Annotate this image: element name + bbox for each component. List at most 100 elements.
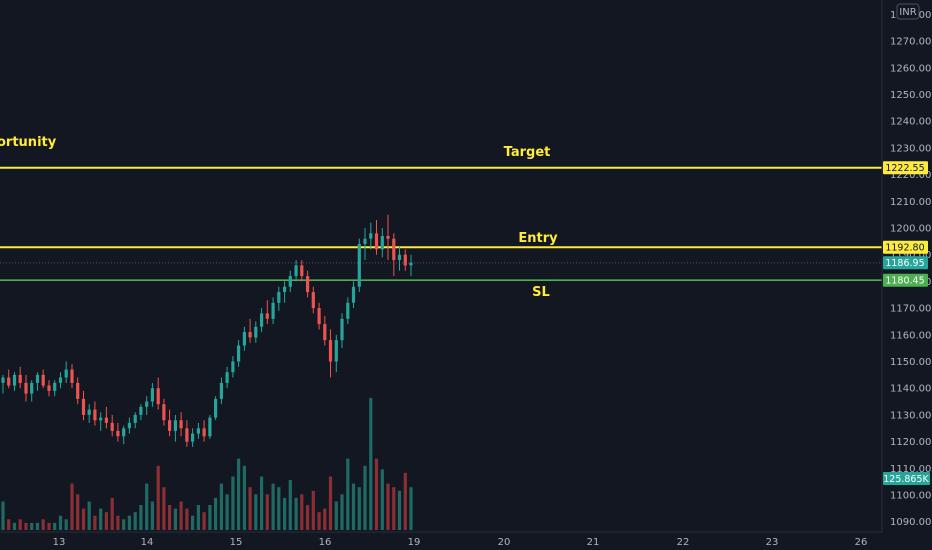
volume-bar: [392, 487, 396, 530]
volume-bar: [7, 519, 11, 530]
volume-bar: [196, 505, 200, 530]
price-levels: [0, 166, 882, 282]
currency-label: INR: [899, 7, 916, 18]
candle-body: [369, 233, 373, 239]
volume-bar: [351, 483, 356, 530]
price-tick-label: 1120.00: [890, 437, 931, 448]
volume-bar: [162, 487, 166, 530]
price-tick-label: 1250.00: [890, 90, 931, 101]
volume-tag: [883, 472, 930, 485]
price-tick-label: 1100.00: [890, 491, 931, 502]
currency-badge[interactable]: [896, 3, 920, 20]
volume-bar: [173, 508, 177, 530]
volume-bar: [231, 476, 235, 530]
price-tick-label: 1240.00: [890, 117, 931, 128]
candle-body: [64, 369, 68, 378]
volume-bar: [254, 494, 258, 530]
price-tags: 1222.55 1192.80 1186.95 1180.45 125.865K: [883, 161, 930, 485]
candle-body: [392, 238, 396, 261]
volume-bar: [64, 519, 68, 530]
volume-bar: [214, 497, 218, 530]
candle-body: [334, 340, 338, 362]
volume-bar: [288, 480, 292, 530]
volume-bar: [139, 505, 143, 530]
volume-bar: [24, 522, 28, 530]
candle-body: [397, 254, 402, 260]
volume-bar: [277, 487, 281, 530]
volume-bar: [53, 522, 57, 530]
candle-body: [76, 382, 80, 399]
volume-bar: [357, 487, 361, 530]
candle-body: [283, 286, 287, 292]
candle-body: [93, 409, 97, 421]
candle-body: [288, 276, 292, 287]
volume-bar: [70, 483, 74, 530]
candle-body: [162, 404, 166, 421]
candle-body: [47, 385, 51, 391]
candle-body: [323, 324, 327, 341]
candle-body: [271, 302, 275, 319]
candle-body: [18, 374, 22, 383]
time-axis[interactable]: 13 14 15 16 19 20 21 22 23 26: [0, 531, 882, 548]
candle-body: [294, 265, 298, 277]
volume-bar: [93, 515, 97, 530]
price-tick-label: 1160.00: [890, 330, 931, 341]
volume-bar: [104, 512, 108, 530]
time-axis-ticks: 13 14 15 16 19 20 21 22 23 26: [53, 537, 868, 548]
chart-title: ortunity: [0, 135, 57, 150]
price-tick-label: 1210.00: [890, 197, 931, 208]
candle-body: [122, 428, 126, 437]
volume-bar: [18, 519, 22, 530]
volume-bar: [219, 483, 223, 530]
time-tick-label: 16: [319, 537, 332, 548]
candle-body: [374, 233, 379, 250]
price-tick-label: 1150.00: [890, 357, 931, 368]
volume-bar: [340, 494, 344, 530]
price-tick-label: 1220.00: [890, 170, 931, 181]
candle-body: [127, 422, 131, 429]
volume-bar: [150, 501, 154, 530]
candle-body: [168, 420, 172, 431]
price-tick-label: 1260.00: [890, 63, 931, 74]
volume-bar: [283, 497, 287, 530]
candle-body: [214, 398, 218, 418]
candles: [1, 214, 413, 447]
volume-bar: [76, 494, 80, 530]
price-tick-label: 1270.00: [890, 37, 931, 48]
candle-body: [409, 262, 413, 266]
volume-bar: [242, 465, 246, 530]
volume-bar: [127, 515, 131, 530]
volume-bar: [369, 398, 373, 530]
volume-bar: [145, 483, 149, 530]
candle-body: [196, 428, 200, 434]
candle-body: [265, 313, 269, 319]
candle-body: [380, 236, 384, 250]
volume-bar: [374, 458, 379, 530]
candle-body: [208, 417, 212, 437]
level-labels: Target Entry SL: [504, 145, 558, 300]
price-axis[interactable]: 1090.00 1100.00 1110.00 1120.00 1130.00 1140.…: [881, 0, 931, 532]
candle-body: [116, 430, 120, 437]
volume-bar: [346, 458, 350, 530]
candle-body: [24, 382, 28, 394]
volume-bar: [334, 501, 338, 530]
candle-body: [35, 374, 40, 383]
candle-body: [81, 398, 86, 415]
volume-bar: [87, 501, 91, 530]
price-tick-label: 1200.00: [890, 224, 931, 235]
volume-bar: [133, 512, 137, 530]
candle-body: [185, 428, 189, 442]
candle-body: [225, 372, 229, 383]
candle-body: [145, 401, 149, 407]
candle-body: [357, 244, 361, 287]
volume-bar: [271, 483, 275, 530]
volume-bar: [35, 522, 40, 530]
entry-price-text: 1192.80: [885, 243, 924, 254]
candle-body: [70, 369, 74, 383]
volume-bar: [386, 483, 390, 530]
volume-bar: [202, 512, 206, 530]
volume-bar: [317, 512, 321, 530]
time-tick-label: 23: [766, 537, 779, 548]
sl-label: SL: [532, 285, 550, 300]
